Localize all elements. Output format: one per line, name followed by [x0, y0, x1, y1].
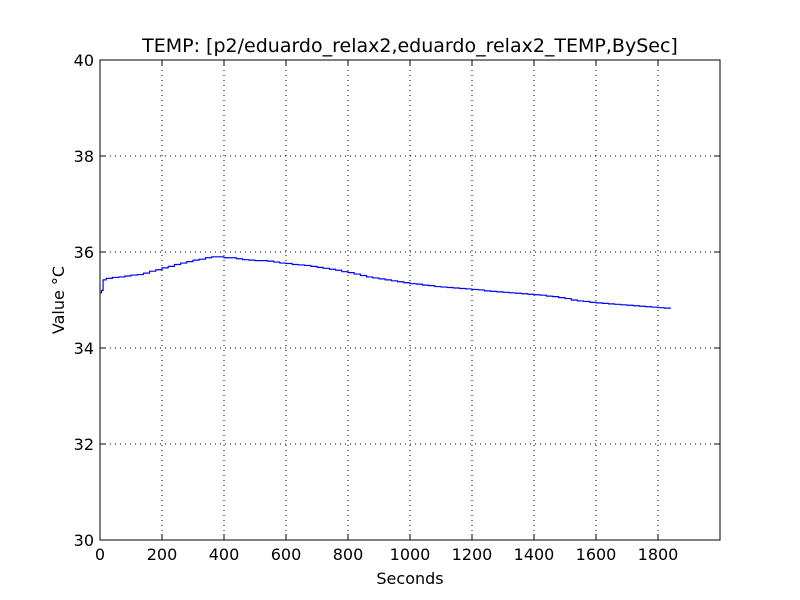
y-tick-label: 32: [74, 435, 94, 454]
y-tick-label: 30: [74, 531, 94, 550]
y-tick-label: 40: [74, 51, 94, 70]
x-tick-label: 1200: [452, 545, 493, 564]
x-tick-label: 1600: [576, 545, 617, 564]
x-tick-label: 1800: [638, 545, 679, 564]
chart-title: TEMP: [p2/eduardo_relax2,eduardo_relax2_…: [141, 35, 678, 57]
grid-layer: [100, 60, 720, 540]
y-tick-label: 38: [74, 147, 94, 166]
x-tick-label: 1400: [514, 545, 555, 564]
tick-layer: 0 200 400 600 800 1000 1200 1400 1600 1800 30 32 34 3…: [74, 51, 720, 564]
series-layer: [100, 256, 671, 309]
y-tick-label: 34: [74, 339, 94, 358]
x-tick-label: 600: [271, 545, 302, 564]
x-tick-label: 1000: [390, 545, 431, 564]
x-tick-label: 800: [333, 545, 364, 564]
x-tick-label: 0: [95, 545, 105, 564]
x-tick-label: 400: [209, 545, 240, 564]
x-axis-label: Seconds: [376, 569, 443, 588]
temperature-series-line: [100, 256, 671, 309]
y-tick-label: 36: [74, 243, 94, 262]
x-tick-label: 200: [147, 545, 178, 564]
y-axis-label: Value °C: [49, 266, 68, 334]
